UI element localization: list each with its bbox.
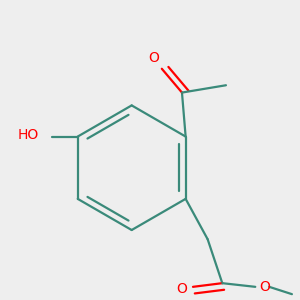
Text: HO: HO — [18, 128, 39, 142]
Text: O: O — [148, 51, 159, 65]
Text: O: O — [259, 280, 270, 294]
Text: O: O — [176, 282, 188, 296]
